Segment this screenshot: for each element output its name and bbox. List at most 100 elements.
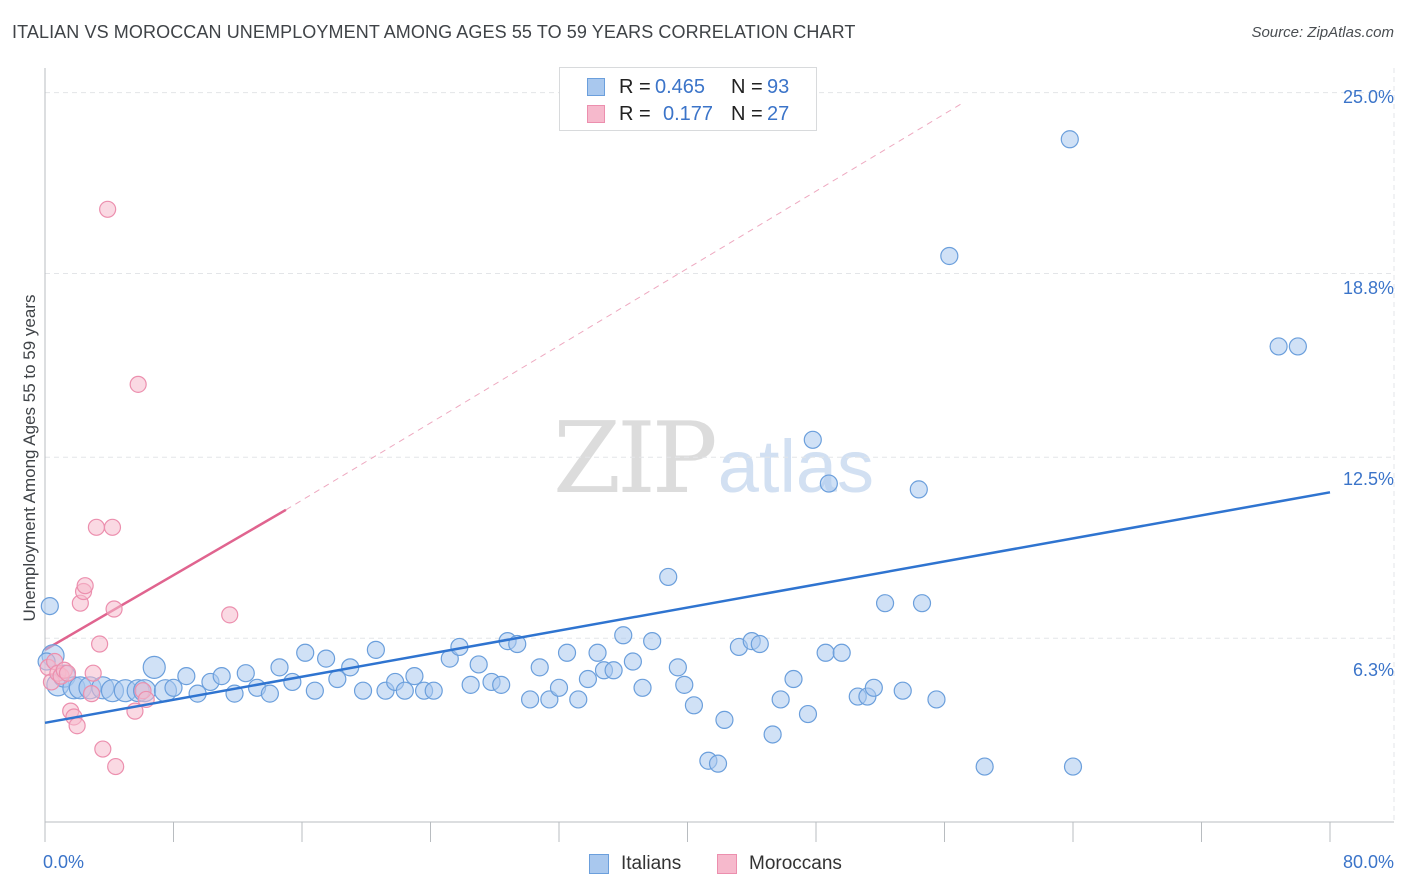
italians-point bbox=[142, 655, 166, 679]
r-label: R = bbox=[619, 75, 651, 98]
legend-item-moroccans[interactable]: Moroccans bbox=[717, 852, 842, 876]
italians-point bbox=[212, 667, 231, 686]
r-value: 0.465 bbox=[655, 75, 706, 98]
italians-point bbox=[1060, 130, 1079, 149]
watermark-zip: ZIP bbox=[553, 402, 718, 516]
italians-point bbox=[395, 681, 414, 700]
italians-point bbox=[305, 681, 324, 700]
italians-point bbox=[832, 643, 851, 662]
moroccans-swatch bbox=[587, 105, 605, 123]
italians-point bbox=[659, 567, 678, 587]
n-label: N = bbox=[731, 102, 763, 125]
moroccans-legend-swatch bbox=[717, 854, 737, 874]
watermark: ZIPatlas bbox=[553, 402, 874, 516]
italians-point bbox=[784, 669, 803, 689]
italians-legend-swatch bbox=[589, 854, 609, 874]
y-tick-label: 12.5% bbox=[1342, 469, 1394, 489]
italians-trend bbox=[44, 491, 1331, 725]
x-tick-max: 80.0% bbox=[1342, 852, 1394, 872]
r-label: R = bbox=[619, 102, 651, 125]
moroccans-point bbox=[129, 375, 147, 393]
legend-item-italians[interactable]: Italians bbox=[589, 852, 681, 876]
italians-point bbox=[405, 667, 424, 686]
y-tick-label: 6.3% bbox=[1352, 660, 1394, 680]
y-tick-label: 18.8% bbox=[1342, 278, 1394, 298]
italians-point bbox=[164, 678, 183, 697]
italians-point bbox=[633, 678, 652, 697]
italians-point bbox=[803, 430, 822, 449]
italians-point bbox=[578, 669, 598, 689]
italians-point bbox=[469, 655, 488, 674]
italians-point bbox=[461, 675, 480, 694]
moroccans-point bbox=[58, 664, 77, 682]
source-credit: Source: ZipAtlas.com bbox=[1251, 24, 1394, 41]
italians-point bbox=[1288, 337, 1307, 356]
moroccans-trend-line bbox=[44, 508, 287, 651]
italians-point bbox=[40, 596, 59, 616]
moroccans-point bbox=[99, 200, 117, 218]
chart-title: ITALIAN VS MOROCCAN UNEMPLOYMENT AMONG A… bbox=[12, 22, 856, 42]
moroccans-trend bbox=[44, 103, 961, 651]
italians-point bbox=[1269, 337, 1288, 356]
italians-point bbox=[912, 594, 932, 613]
moroccans-trend-extension bbox=[285, 103, 961, 511]
n-value: 93 bbox=[767, 75, 790, 98]
italians-point bbox=[614, 626, 633, 645]
italians-point bbox=[492, 675, 511, 694]
italians-point bbox=[668, 658, 687, 677]
italians-points bbox=[37, 130, 1307, 776]
n-label: N = bbox=[731, 75, 763, 98]
axes bbox=[44, 68, 1394, 842]
italians-point bbox=[530, 658, 549, 677]
y-tick-label: 25.0% bbox=[1342, 87, 1394, 107]
italians-point bbox=[366, 640, 385, 659]
moroccans-point bbox=[107, 757, 125, 776]
italians-point bbox=[549, 678, 569, 697]
moroccans-point bbox=[76, 577, 94, 595]
italians-point bbox=[940, 246, 959, 266]
grid-lines bbox=[45, 68, 1395, 822]
italians-point bbox=[643, 632, 662, 651]
italians-point bbox=[270, 658, 289, 677]
italians-legend-label: Italians bbox=[621, 853, 682, 874]
italians-point bbox=[771, 690, 790, 709]
italians-point bbox=[424, 681, 443, 700]
italians-point bbox=[316, 649, 336, 668]
italians-point bbox=[975, 757, 994, 776]
moroccans-point bbox=[105, 600, 123, 618]
moroccans-points bbox=[39, 200, 239, 776]
italians-point bbox=[623, 652, 642, 671]
x-tick-min: 0.0% bbox=[43, 852, 85, 872]
italians-point bbox=[750, 634, 769, 654]
r-value: 0.177 bbox=[663, 102, 714, 125]
italians-point bbox=[708, 754, 728, 773]
italians-point bbox=[1063, 757, 1083, 776]
italians-point bbox=[569, 690, 588, 709]
moroccans-point bbox=[103, 518, 122, 536]
stats-legend: R = 0.465 N = 93 R = 0.177 N = 27 bbox=[559, 67, 817, 131]
moroccans-point bbox=[68, 717, 86, 735]
n-value: 27 bbox=[767, 102, 790, 125]
italians-point bbox=[819, 474, 838, 493]
italians-point bbox=[798, 704, 818, 724]
italians-point bbox=[236, 664, 255, 683]
italians-point bbox=[893, 681, 912, 700]
moroccans-point bbox=[82, 685, 101, 703]
moroccans-point bbox=[84, 664, 102, 682]
italians-point bbox=[675, 675, 694, 694]
italians-point bbox=[864, 678, 883, 697]
italians-point bbox=[283, 672, 302, 692]
moroccans-point bbox=[87, 518, 106, 536]
italians-trend-line bbox=[44, 491, 1331, 725]
legend-row-moroccans: R = 0.177 N = 27 bbox=[587, 101, 789, 127]
moroccans-legend-label: Moroccans bbox=[749, 853, 842, 874]
italians-point bbox=[540, 690, 559, 709]
italians-point bbox=[557, 643, 577, 662]
legend-row-italians: R = 0.465 N = 93 bbox=[587, 74, 789, 100]
italians-point bbox=[763, 725, 782, 744]
moroccans-point bbox=[221, 606, 239, 624]
italians-point bbox=[715, 710, 734, 729]
italians-point bbox=[684, 696, 704, 715]
italians-swatch bbox=[587, 78, 605, 96]
italians-point bbox=[260, 684, 279, 703]
